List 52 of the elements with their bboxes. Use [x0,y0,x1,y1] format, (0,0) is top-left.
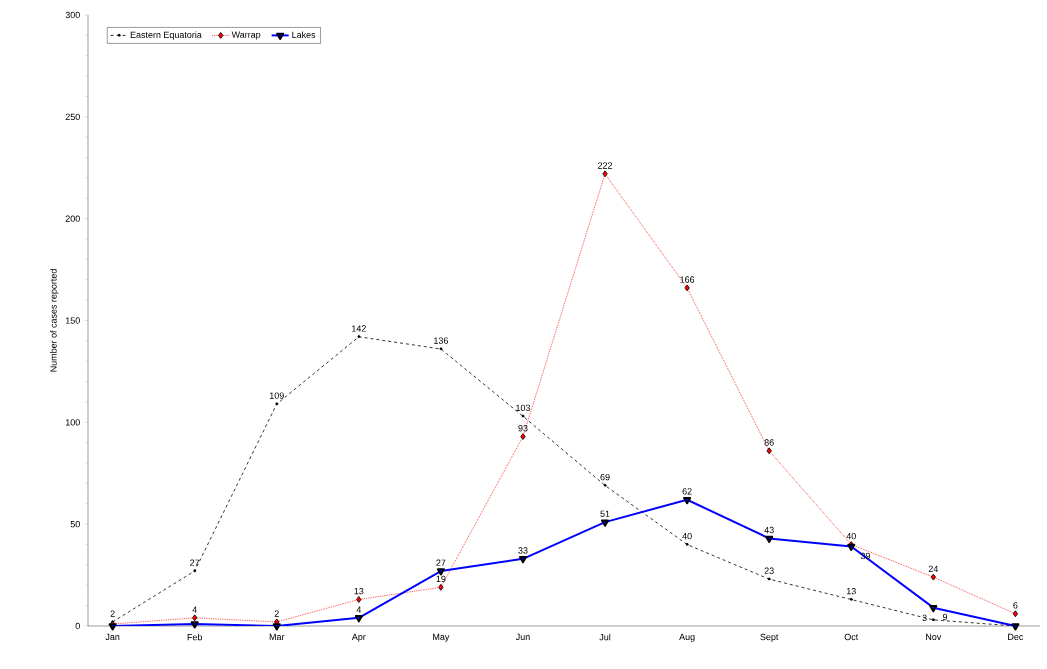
x-tick-label: Oct [844,633,859,641]
data-label: 27 [190,559,200,566]
data-label: 43 [764,526,774,534]
legend-label: Eastern Equatoria [130,31,202,40]
x-tick-label: Mar [269,633,285,641]
data-label: 109 [269,392,284,399]
data-label: 62 [682,488,692,495]
y-tick-label: 300 [65,11,80,19]
data-label: 136 [434,337,448,344]
data-label: 13 [354,587,364,595]
data-label: 24 [928,565,939,572]
x-tick-label: Feb [187,633,203,641]
x-tick-label: Apr [351,633,366,642]
y-tick-label: 50 [70,520,80,528]
y-tick-label: 200 [65,215,80,222]
x-tick-label: Nov [926,633,942,641]
data-label: 142 [352,325,366,332]
data-label: 69 [600,473,610,481]
legend-label: Lakes [292,31,316,38]
data-label: 2 [274,610,279,617]
data-label: 23 [764,567,774,574]
data-label: 40 [682,532,692,540]
data-label: 2 [110,610,115,617]
y-tick-label: 150 [65,317,80,324]
y-tick-label: 250 [65,113,80,121]
data-label: 222 [598,162,613,169]
data-label: 6 [1013,602,1018,609]
data-label: 3 [922,614,927,622]
data-label: 40 [846,532,856,540]
y-tick-label: 100 [65,419,80,426]
x-tick-label: Dec [1008,633,1024,641]
data-label: 103 [516,404,531,412]
data-label: 9 [942,613,948,621]
data-label: 4 [192,606,197,613]
legend-label: Warrap [231,31,261,40]
x-tick-label: Jan [105,633,120,641]
y-axis-title: Number of cases reported [50,269,59,372]
data-label: 13 [846,587,856,595]
data-label: 93 [518,425,528,432]
data-label: 27 [436,559,446,566]
data-label: 33 [518,547,528,554]
data-label: 51 [600,510,610,517]
data-label: 4 [356,606,362,613]
x-tick-label: Aug [679,633,695,642]
data-label: 19 [436,575,446,583]
x-tick-label: Jun [515,633,530,641]
data-label: 86 [764,439,774,446]
x-tick-label: Sept [760,633,779,642]
x-tick-label: May [433,633,450,642]
x-tick-label: Jul [599,633,611,641]
data-label: 166 [680,276,695,283]
y-tick-label: 0 [75,622,80,630]
